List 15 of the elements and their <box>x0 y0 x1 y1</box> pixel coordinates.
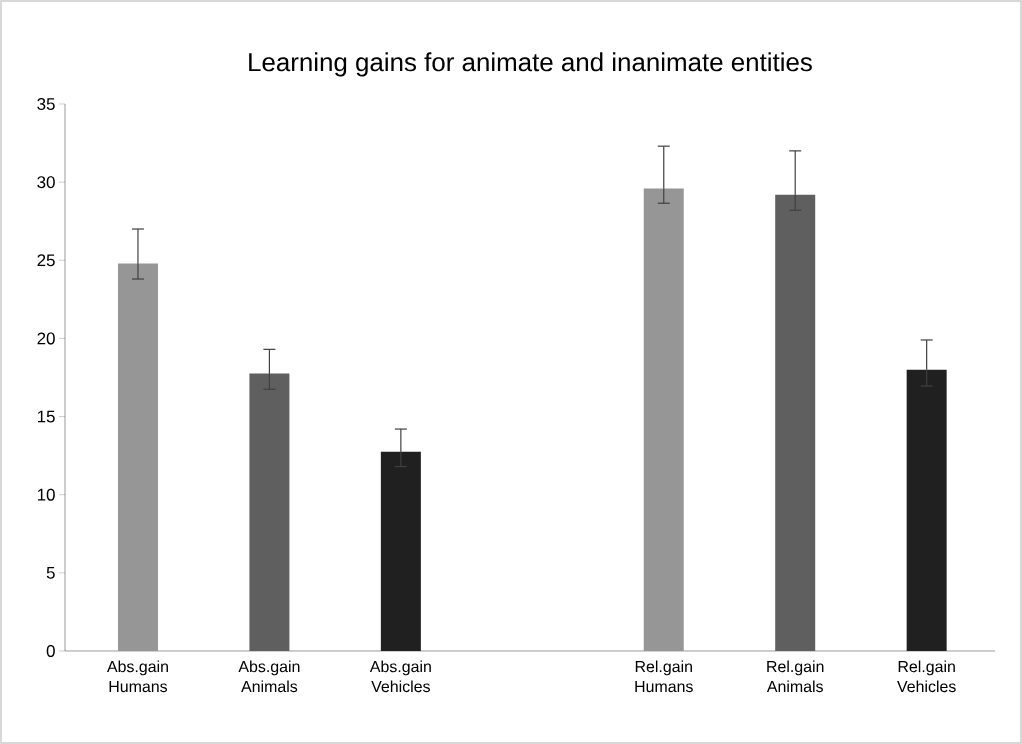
x-tick-label: Rel.gain Animals <box>766 660 824 693</box>
y-tick-label: 25 <box>37 254 55 267</box>
y-tick-label: 15 <box>37 410 55 423</box>
chart-title: Learning gains for animate and inanimate entities <box>249 52 812 77</box>
y-tick-label: 30 <box>37 176 55 189</box>
x-tick-label: Rel.gain Vehicles <box>897 660 956 693</box>
y-tick-label: 5 <box>46 566 55 579</box>
y-tick-label: 20 <box>37 332 55 345</box>
y-tick-label: 10 <box>37 488 55 501</box>
x-tick-label: Rel.gain Humans <box>635 660 693 693</box>
x-tick-label: Abs.gain Humans <box>106 660 168 693</box>
y-tick-label: 0 <box>46 644 55 657</box>
x-tick-label: Abs.gain Vehicles <box>369 660 431 693</box>
x-tick-label: Abs.gain Animals <box>238 660 300 693</box>
y-tick-label: 35 <box>37 97 55 110</box>
